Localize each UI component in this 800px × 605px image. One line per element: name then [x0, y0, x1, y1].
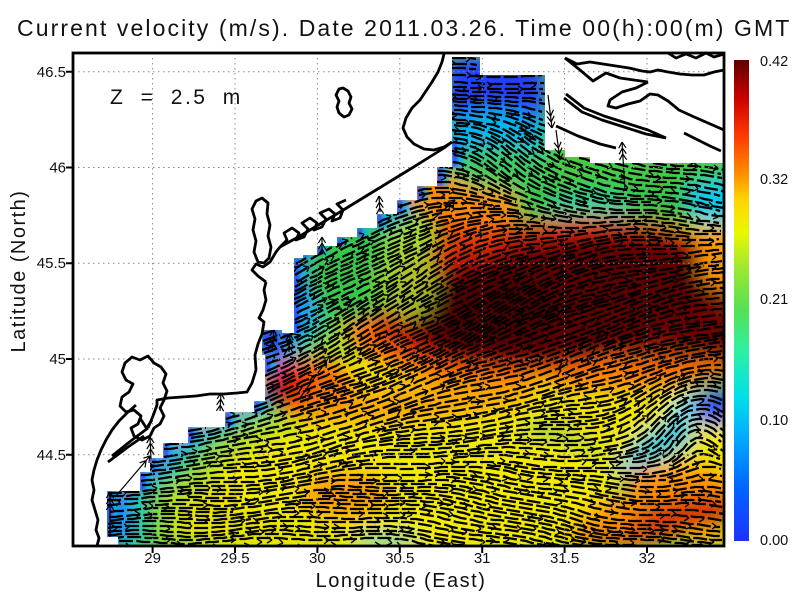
- svg-text:44.5: 44.5: [37, 447, 66, 464]
- svg-text:0.21: 0.21: [760, 292, 788, 308]
- svg-text:46.5: 46.5: [37, 64, 66, 81]
- svg-text:0.42: 0.42: [760, 54, 788, 70]
- svg-text:29: 29: [144, 550, 161, 567]
- svg-text:30: 30: [309, 550, 326, 567]
- svg-text:46: 46: [49, 160, 66, 177]
- svg-text:0.00: 0.00: [760, 533, 788, 549]
- svg-text:30.5: 30.5: [385, 550, 414, 567]
- svg-text:Current velocity (m/s). Date 2: Current velocity (m/s). Date 2011.03.26.…: [17, 15, 791, 41]
- svg-text:Z = 2.5 m: Z = 2.5 m: [110, 86, 243, 109]
- svg-text:32: 32: [639, 550, 656, 567]
- svg-text:Latitude (North): Latitude (North): [8, 190, 30, 353]
- svg-text:Longitude (East): Longitude (East): [316, 570, 487, 592]
- svg-text:29.5: 29.5: [220, 550, 249, 567]
- svg-text:45: 45: [49, 351, 66, 368]
- svg-text:45.5: 45.5: [37, 255, 66, 272]
- svg-text:31: 31: [474, 550, 491, 567]
- svg-text:0.10: 0.10: [760, 413, 788, 429]
- svg-text:0.32: 0.32: [760, 172, 788, 188]
- svg-text:31.5: 31.5: [550, 550, 579, 567]
